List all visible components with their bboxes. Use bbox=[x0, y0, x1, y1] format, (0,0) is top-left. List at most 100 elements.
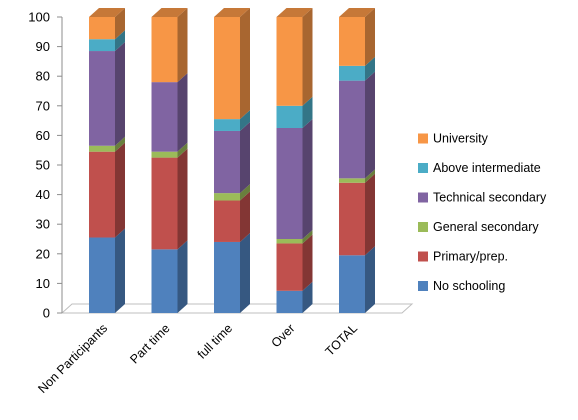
bar-segment bbox=[339, 17, 365, 66]
bar-segment-side bbox=[177, 148, 188, 250]
y-tick-label: 20 bbox=[36, 246, 50, 261]
y-tick-label: 100 bbox=[28, 10, 50, 25]
bar-segment-side bbox=[365, 246, 375, 313]
bar-segment-side bbox=[240, 8, 250, 120]
bar-segment bbox=[276, 17, 303, 106]
bar-segment-side bbox=[240, 232, 250, 313]
bar-segment-side bbox=[240, 110, 250, 131]
bar-segment bbox=[151, 157, 178, 250]
bar-top bbox=[276, 8, 313, 17]
bar-segment-side bbox=[302, 8, 313, 106]
legend-label: University bbox=[433, 132, 489, 146]
bar-top bbox=[339, 8, 375, 17]
bar-segment-side bbox=[115, 42, 125, 146]
x-category-label: Over bbox=[269, 321, 298, 350]
bar-segment-side bbox=[115, 136, 125, 152]
bar-segment bbox=[89, 237, 115, 313]
bar-segment-side bbox=[365, 169, 375, 183]
legend-item: No schooling bbox=[418, 279, 505, 293]
y-tick-label: 40 bbox=[36, 187, 50, 202]
y-tick-label: 60 bbox=[36, 128, 50, 143]
bar-segment-side bbox=[177, 8, 188, 83]
legend-label: Primary/prep. bbox=[433, 250, 508, 264]
bar-top bbox=[214, 8, 250, 17]
legend-item: Above intermediate bbox=[418, 161, 541, 175]
legend-swatch bbox=[418, 222, 428, 232]
bar-segment-side bbox=[115, 142, 125, 238]
bar-segment bbox=[89, 51, 115, 146]
x-category-label: full time bbox=[195, 321, 235, 361]
bar-segment bbox=[276, 243, 303, 291]
bars bbox=[89, 8, 375, 313]
bar-segment-side bbox=[115, 30, 125, 52]
legend-swatch bbox=[418, 251, 428, 262]
x-axis: Non Participants Part time full time Over TO… bbox=[35, 321, 360, 396]
bar-segment-side bbox=[115, 8, 125, 40]
bar-stack bbox=[214, 8, 250, 313]
bar-segment bbox=[276, 105, 303, 128]
bar-segment-side bbox=[240, 184, 250, 201]
bar-segment bbox=[89, 17, 115, 40]
bar-segment bbox=[151, 82, 178, 152]
bar-segment bbox=[151, 17, 178, 83]
bar-segment bbox=[339, 182, 365, 256]
y-tick-label: 0 bbox=[43, 306, 50, 321]
bar-segment bbox=[339, 80, 365, 179]
bar-segment bbox=[214, 17, 240, 120]
bar-segment-side bbox=[302, 230, 313, 244]
bar-segment-side bbox=[240, 191, 250, 242]
y-tick-label: 50 bbox=[36, 158, 50, 173]
legend-label: General secondary bbox=[433, 220, 539, 234]
bar-segment-side bbox=[240, 121, 250, 194]
x-category-label: Non Participants bbox=[35, 321, 110, 396]
bar-segment bbox=[214, 193, 240, 201]
bar-segment-side bbox=[302, 96, 313, 128]
y-tick-label: 90 bbox=[36, 39, 50, 54]
bar-segment-side bbox=[302, 234, 313, 291]
bar-segment-side bbox=[302, 119, 313, 239]
legend-label: Above intermediate bbox=[433, 161, 541, 175]
bar-segment-side bbox=[365, 56, 375, 81]
bar-segment bbox=[214, 241, 240, 313]
bar-segment bbox=[151, 151, 178, 158]
bar-segment-side bbox=[177, 73, 188, 152]
legend-swatch bbox=[418, 133, 428, 144]
y-tick-label: 80 bbox=[36, 69, 50, 84]
bar-segment bbox=[151, 249, 178, 313]
bar-top bbox=[151, 8, 188, 17]
x-category-label: TOTAL bbox=[323, 321, 361, 359]
bar-segment bbox=[276, 290, 303, 313]
legend-item: University bbox=[418, 132, 489, 146]
bar-segment-side bbox=[177, 240, 188, 313]
bar-segment bbox=[339, 255, 365, 313]
bar-stack bbox=[339, 8, 375, 313]
bar-segment-side bbox=[365, 71, 375, 179]
legend-swatch bbox=[418, 163, 428, 173]
legend-item: Technical secondary bbox=[418, 191, 547, 205]
bar-segment bbox=[214, 130, 240, 194]
y-tick-label: 70 bbox=[36, 98, 50, 113]
bar-segment bbox=[214, 200, 240, 242]
bar-top bbox=[89, 8, 125, 17]
x-category-label: Part time bbox=[127, 321, 172, 366]
bar-segment bbox=[214, 119, 240, 131]
bar-segment-side bbox=[365, 8, 375, 66]
y-tick-label: 10 bbox=[36, 276, 50, 291]
legend-label: Technical secondary bbox=[433, 191, 547, 205]
legend-swatch bbox=[418, 192, 428, 203]
legend-swatch bbox=[418, 281, 428, 291]
bar-stack bbox=[151, 8, 188, 313]
y-axis: 0 10 20 30 40 50 60 70 80 90 100 bbox=[28, 10, 63, 321]
bar-segment bbox=[89, 151, 115, 238]
bar-segment-side bbox=[115, 228, 125, 313]
bar-segment bbox=[276, 239, 303, 244]
legend: University Above intermediate Technical se… bbox=[418, 132, 547, 293]
bar-segment bbox=[339, 178, 365, 183]
bar-segment bbox=[89, 145, 115, 152]
bar-segment-side bbox=[177, 142, 188, 158]
legend-label: No schooling bbox=[433, 279, 505, 293]
bar-segment-side bbox=[302, 281, 313, 313]
legend-item: Primary/prep. bbox=[418, 250, 508, 264]
bar-stack bbox=[89, 8, 125, 313]
